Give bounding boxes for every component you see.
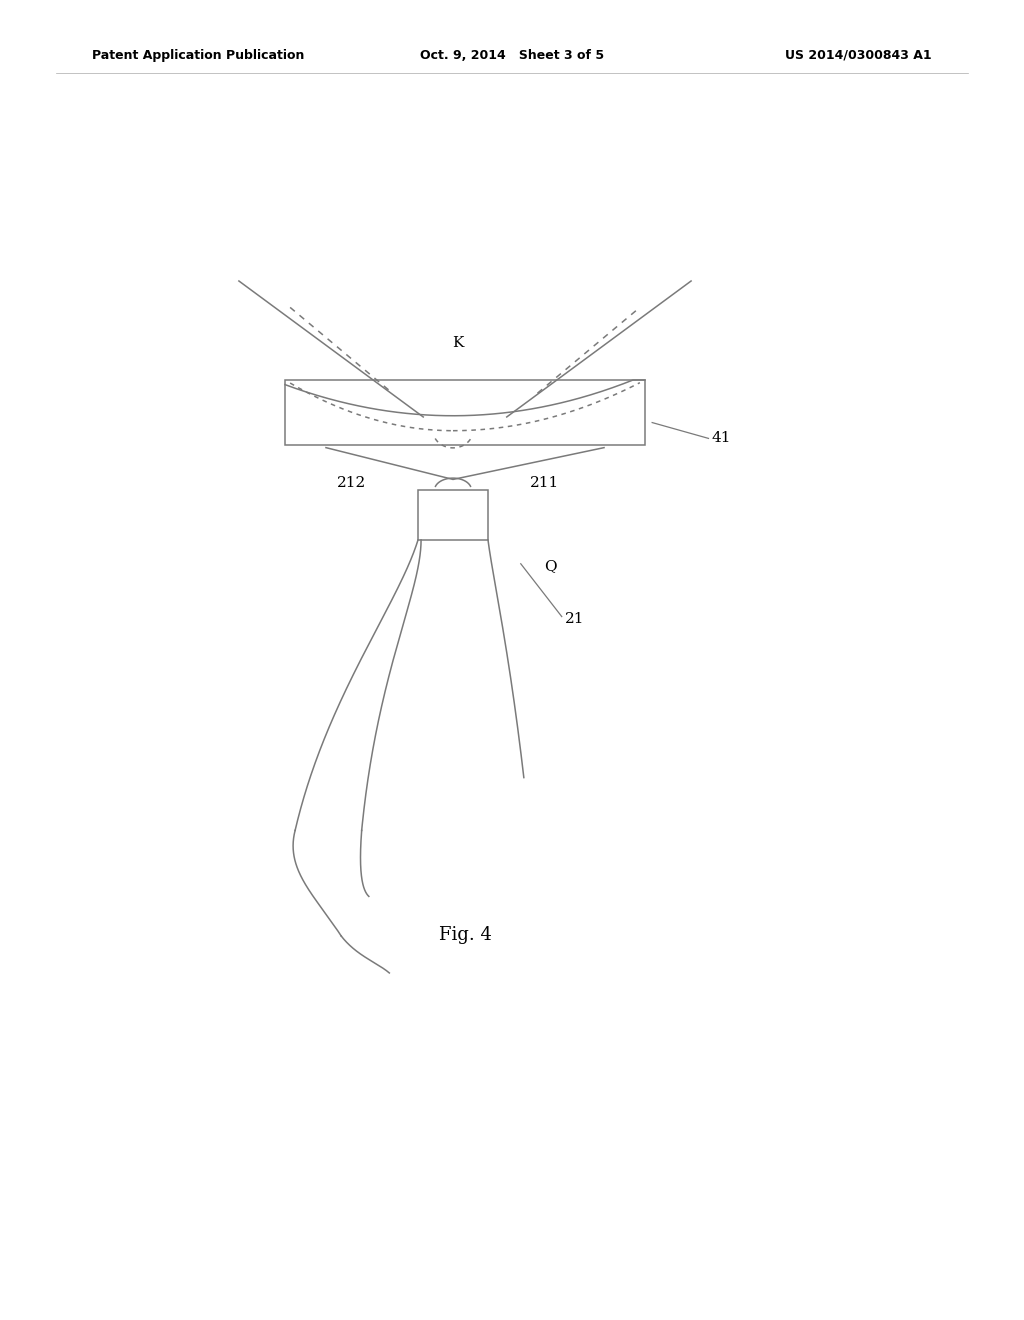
Text: 211: 211 <box>529 477 559 491</box>
Text: US 2014/0300843 A1: US 2014/0300843 A1 <box>785 49 932 62</box>
Text: K: K <box>453 337 464 350</box>
Text: 41: 41 <box>712 432 731 445</box>
Text: Fig. 4: Fig. 4 <box>439 925 493 944</box>
Text: Oct. 9, 2014   Sheet 3 of 5: Oct. 9, 2014 Sheet 3 of 5 <box>420 49 604 62</box>
Text: Q: Q <box>545 560 557 573</box>
Text: Patent Application Publication: Patent Application Publication <box>92 49 304 62</box>
Text: 21: 21 <box>565 612 585 626</box>
Text: 212: 212 <box>337 477 366 491</box>
